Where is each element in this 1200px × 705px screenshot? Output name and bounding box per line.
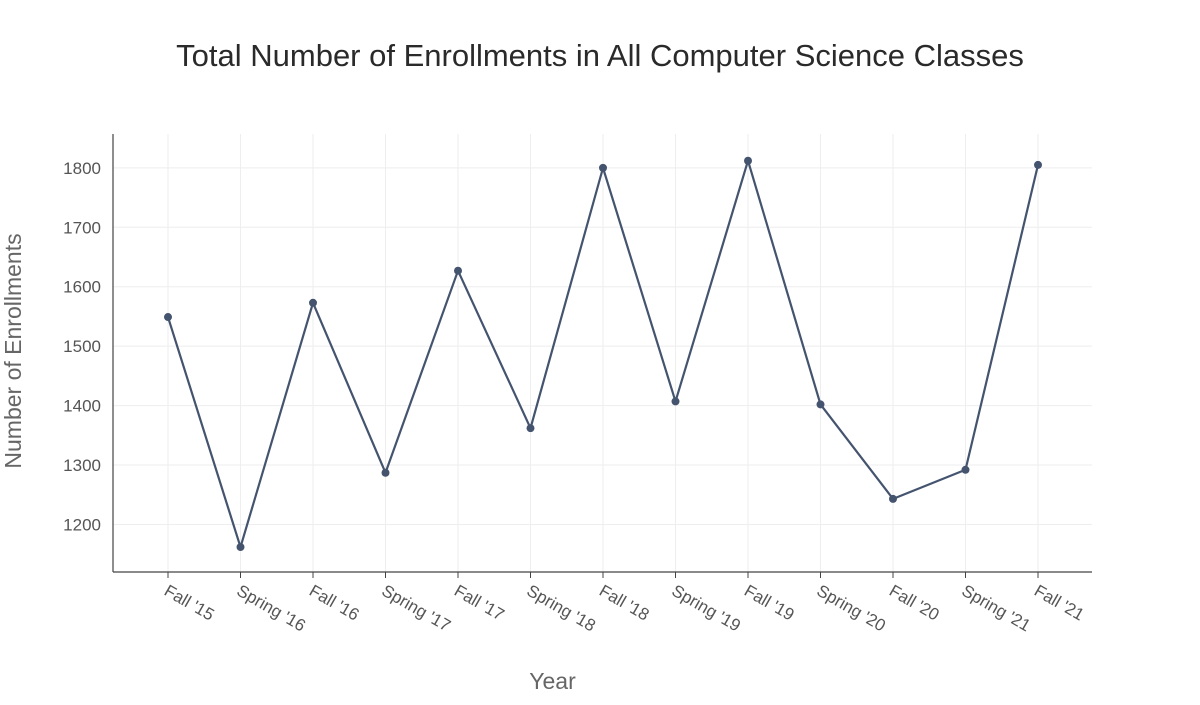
data-point: [236, 543, 245, 552]
data-point: [454, 266, 462, 275]
data-point: [599, 163, 607, 172]
y-tick-label: 1500: [63, 337, 101, 356]
data-point: [816, 400, 825, 409]
x-tick-label: Spring '19: [669, 581, 744, 635]
x-tick-label: Fall '16: [306, 581, 363, 625]
data-point: [164, 313, 172, 322]
x-tick-label: Spring '20: [814, 581, 889, 635]
data-point: [1034, 160, 1042, 169]
data-point: [889, 494, 897, 503]
y-tick-label: 1300: [63, 456, 101, 475]
y-tick-label: 1800: [63, 159, 101, 178]
chart-title: Total Number of Enrollments in All Compu…: [176, 38, 1024, 73]
x-tick-label: Spring '16: [234, 581, 309, 635]
x-tick-label: Fall '21: [1031, 581, 1088, 625]
data-point: [671, 397, 680, 406]
y-tick-label: 1200: [63, 515, 101, 534]
x-tick-label: Fall '18: [596, 581, 653, 625]
data-point: [309, 298, 317, 307]
x-axis-title: Year: [529, 668, 576, 694]
y-tick-label: 1600: [63, 278, 101, 297]
x-tick-label: Fall '19: [741, 581, 798, 625]
data-point: [381, 468, 390, 477]
data-point: [526, 424, 535, 433]
y-tick-label: 1400: [63, 397, 101, 416]
x-tick-label: Fall '17: [451, 581, 508, 625]
x-tick-label: Fall '20: [886, 581, 943, 625]
x-tick-label: Fall '15: [161, 581, 218, 625]
x-tick-label: Spring '17: [379, 581, 454, 635]
data-point: [744, 156, 752, 165]
data-point: [961, 465, 970, 474]
y-tick-label: 1700: [63, 218, 101, 237]
y-axis-title: Number of Enrollments: [0, 233, 26, 468]
x-tick-label: Spring '18: [524, 581, 599, 635]
x-tick-label: Spring '21: [959, 581, 1034, 635]
